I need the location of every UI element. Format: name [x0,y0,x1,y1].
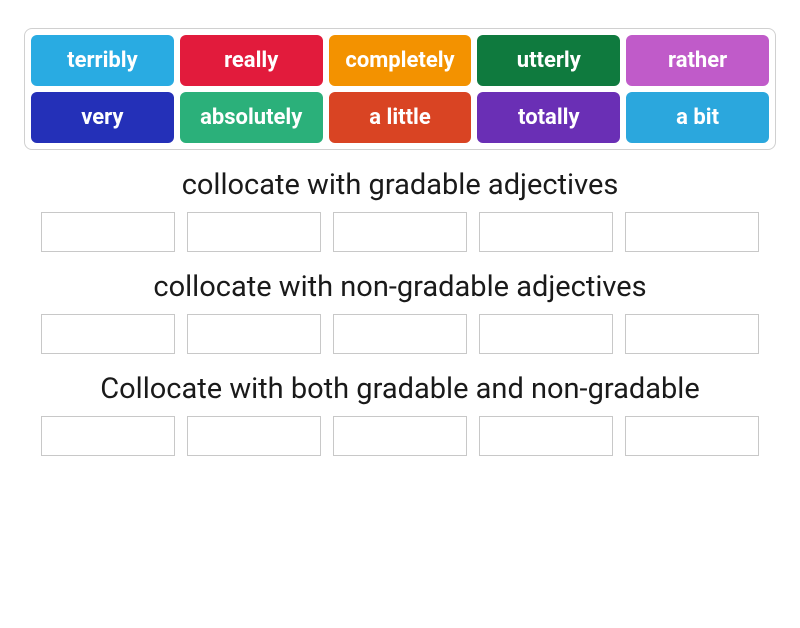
drop-slot[interactable] [41,314,175,354]
drop-slot[interactable] [333,212,467,252]
category: collocate with gradable adjectives [24,168,776,252]
word-tile[interactable]: a bit [626,92,769,143]
category-title: collocate with gradable adjectives [24,168,776,202]
drop-slot[interactable] [187,212,321,252]
word-tile[interactable]: very [31,92,174,143]
word-bank: terriblyreallycompletelyutterlyrather ver… [24,28,776,150]
drop-slot[interactable] [625,212,759,252]
word-tile[interactable]: a little [329,92,472,143]
word-tile[interactable]: absolutely [180,92,323,143]
word-tile[interactable]: rather [626,35,769,86]
category: Collocate with both gradable and non-gra… [24,372,776,456]
category-title: collocate with non-gradable adjectives [24,270,776,304]
drop-slot[interactable] [41,212,175,252]
drop-slot[interactable] [479,314,613,354]
drop-slot[interactable] [479,416,613,456]
word-tile[interactable]: terribly [31,35,174,86]
word-tile[interactable]: really [180,35,323,86]
word-tile[interactable]: totally [477,92,620,143]
slot-row [24,212,776,252]
drop-slot[interactable] [187,314,321,354]
word-tile[interactable]: completely [329,35,472,86]
drop-slot[interactable] [187,416,321,456]
drop-slot[interactable] [479,212,613,252]
word-tile[interactable]: utterly [477,35,620,86]
slot-row [24,416,776,456]
category: collocate with non-gradable adjectives [24,270,776,354]
categories-container: collocate with gradable adjectives colloc… [0,168,800,456]
drop-slot[interactable] [41,416,175,456]
drop-slot[interactable] [333,314,467,354]
drop-slot[interactable] [625,416,759,456]
category-title: Collocate with both gradable and non-gra… [24,372,776,406]
drop-slot[interactable] [625,314,759,354]
drop-slot[interactable] [333,416,467,456]
slot-row [24,314,776,354]
